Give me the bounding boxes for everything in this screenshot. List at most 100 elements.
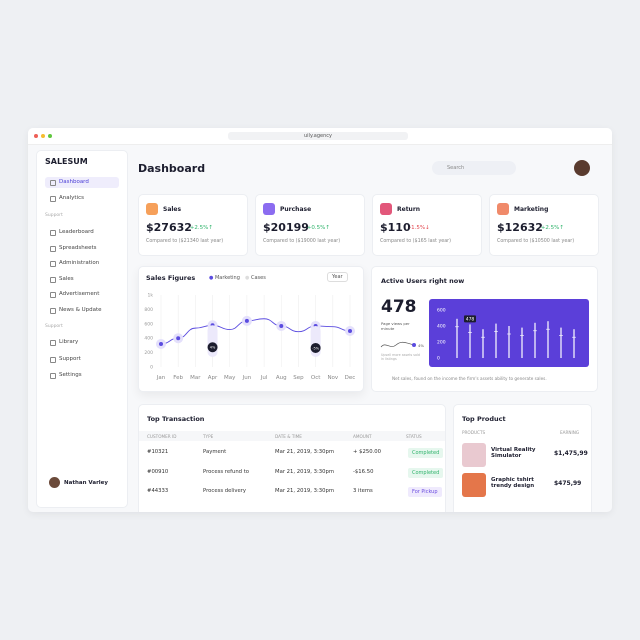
bar bbox=[495, 323, 497, 358]
stat-value: $27632 bbox=[146, 221, 192, 234]
x-tick-label: Dec bbox=[345, 375, 356, 381]
bar bbox=[560, 327, 562, 358]
y-tick-label: 0 bbox=[150, 365, 153, 371]
line-chart: 0 200 400 600 800 1k Jan Feb Mar Apr May Jun Jul Aug S… bbox=[144, 293, 356, 382]
sparkline-change: 4% bbox=[418, 343, 425, 348]
nav-item[interactable]: Settings bbox=[45, 370, 119, 381]
table-cell: Payment bbox=[203, 449, 227, 455]
nav-item[interactable]: News & Update bbox=[45, 305, 119, 316]
table-cell: -$16.50 bbox=[353, 468, 374, 475]
nav-item[interactable]: Leaderboard bbox=[45, 227, 119, 238]
nav-item[interactable]: Spreadsheets bbox=[45, 243, 119, 254]
y-tick-label: 0 bbox=[437, 356, 440, 362]
nav-item[interactable]: Support bbox=[45, 354, 119, 365]
x-tick-label: Jul bbox=[260, 375, 268, 381]
card-title: Top Transaction bbox=[147, 415, 205, 423]
x-tick-label: May bbox=[224, 375, 236, 381]
product-earning: $475,99 bbox=[554, 480, 582, 487]
product-thumb bbox=[462, 443, 486, 467]
nav-item[interactable]: Library bbox=[45, 337, 119, 348]
dot bbox=[48, 134, 52, 138]
page-title: Dashboard bbox=[138, 162, 206, 175]
bar bbox=[508, 326, 510, 358]
annotation-badge bbox=[207, 342, 218, 353]
y-tick-label: 600 bbox=[437, 308, 446, 314]
table-cell: + $250.00 bbox=[353, 449, 382, 455]
table-cell: 3 items bbox=[353, 488, 373, 494]
stat-label: Purchase bbox=[280, 206, 312, 213]
stat-icon bbox=[497, 203, 509, 215]
x-tick-label: Sep bbox=[293, 375, 304, 381]
stat-note: Compared to ($165 last year) bbox=[380, 239, 452, 244]
search[interactable]: Search bbox=[432, 161, 516, 175]
avatar bbox=[49, 477, 60, 488]
tooltip bbox=[464, 315, 476, 323]
tooltip-label: 478 bbox=[466, 316, 475, 322]
column-header: STATUS bbox=[406, 434, 422, 439]
bar bbox=[482, 329, 484, 358]
nav-item[interactable]: Dashboard bbox=[45, 177, 119, 188]
avatar[interactable] bbox=[574, 160, 590, 176]
period-select[interactable]: Year bbox=[327, 272, 348, 282]
point bbox=[244, 318, 249, 323]
column-header: EARNING bbox=[560, 430, 580, 435]
section-heading: Support bbox=[45, 324, 63, 329]
table-cell: Mar 21, 2019, 3:30pm bbox=[275, 488, 335, 494]
x-tick-label: Feb bbox=[173, 375, 183, 381]
stat-icon bbox=[146, 203, 158, 215]
browser-bar: uily.agency bbox=[28, 128, 612, 145]
bar bbox=[573, 329, 575, 358]
big-value: 478 bbox=[381, 297, 417, 317]
table-cell: #44333 bbox=[147, 488, 169, 494]
point bbox=[176, 336, 181, 341]
nav-item[interactable]: Administration bbox=[45, 258, 119, 269]
x-tick-label: Jan bbox=[156, 375, 166, 381]
stat-change: +0.5%↑ bbox=[306, 225, 330, 231]
dot bbox=[41, 134, 45, 138]
stat-value: $110 bbox=[380, 221, 411, 234]
y-tick-label: 400 bbox=[437, 324, 446, 330]
user-name[interactable]: Nathan Varley bbox=[64, 480, 108, 486]
stat-note: Compared to ($10500 last year) bbox=[497, 239, 575, 244]
y-tick-label: 600 bbox=[144, 321, 153, 327]
table-header bbox=[139, 431, 445, 441]
column-header: DATE & TIME bbox=[275, 434, 302, 439]
x-tick-label: Aug bbox=[276, 375, 287, 381]
nav-item[interactable]: Sales bbox=[45, 274, 119, 285]
sparkline-note: Upsell more assets sold in listings bbox=[381, 353, 421, 361]
annotation-badge bbox=[310, 342, 321, 353]
column-header: PRODUCTS bbox=[462, 430, 486, 435]
table-cell: #10321 bbox=[147, 449, 169, 455]
nav-item[interactable]: Analytics bbox=[45, 193, 119, 204]
stat-icon bbox=[380, 203, 392, 215]
x-tick-label: Oct bbox=[311, 375, 321, 381]
stat-card: Purchase $20199 +0.5%↑ Compared to ($19000 … bbox=[255, 194, 365, 256]
table-cell: #00910 bbox=[147, 468, 169, 475]
point bbox=[348, 329, 352, 333]
stat-change: +2.5%↑ bbox=[189, 225, 213, 231]
bar bbox=[469, 324, 471, 358]
stat-card: Sales $27632 +2.5%↑ Compared to ($21340 las… bbox=[138, 194, 248, 256]
stat-value: $20199 bbox=[263, 221, 309, 234]
section-heading: Support bbox=[45, 213, 63, 218]
status-pill: Completed bbox=[408, 448, 444, 458]
url-bar[interactable]: uily.agency bbox=[228, 132, 408, 140]
nav-item[interactable]: Advertisement bbox=[45, 289, 119, 300]
brand: SALESUM bbox=[45, 157, 88, 166]
x-tick-label: Mar bbox=[190, 375, 201, 381]
status-pill: For Pickup bbox=[408, 487, 442, 497]
product-earning: $1,475,99 bbox=[554, 450, 588, 457]
annotation-label: -5% bbox=[312, 346, 319, 350]
legend-label: Marketing bbox=[214, 275, 240, 281]
table-cell: Process delivery bbox=[203, 488, 247, 494]
stat-note: Compared to ($21340 last year) bbox=[146, 239, 224, 244]
browser-window: uily.agency SALESUM Dashboard Analytics … bbox=[28, 128, 612, 512]
sparkline bbox=[380, 341, 416, 348]
transactions-card: Top Transaction CUSTOMER ID TYPE DATE & TI… bbox=[138, 404, 446, 512]
bar bbox=[521, 327, 523, 358]
stat-value: $12632 bbox=[497, 221, 543, 234]
bar-chart: 0 200 400 600 478 bbox=[429, 299, 589, 367]
active-users-card: Active Users right now 478 Page views pe… bbox=[371, 266, 598, 392]
sales-card: Sales Figures ● Marketing ● Cases Year 0… bbox=[138, 266, 364, 392]
